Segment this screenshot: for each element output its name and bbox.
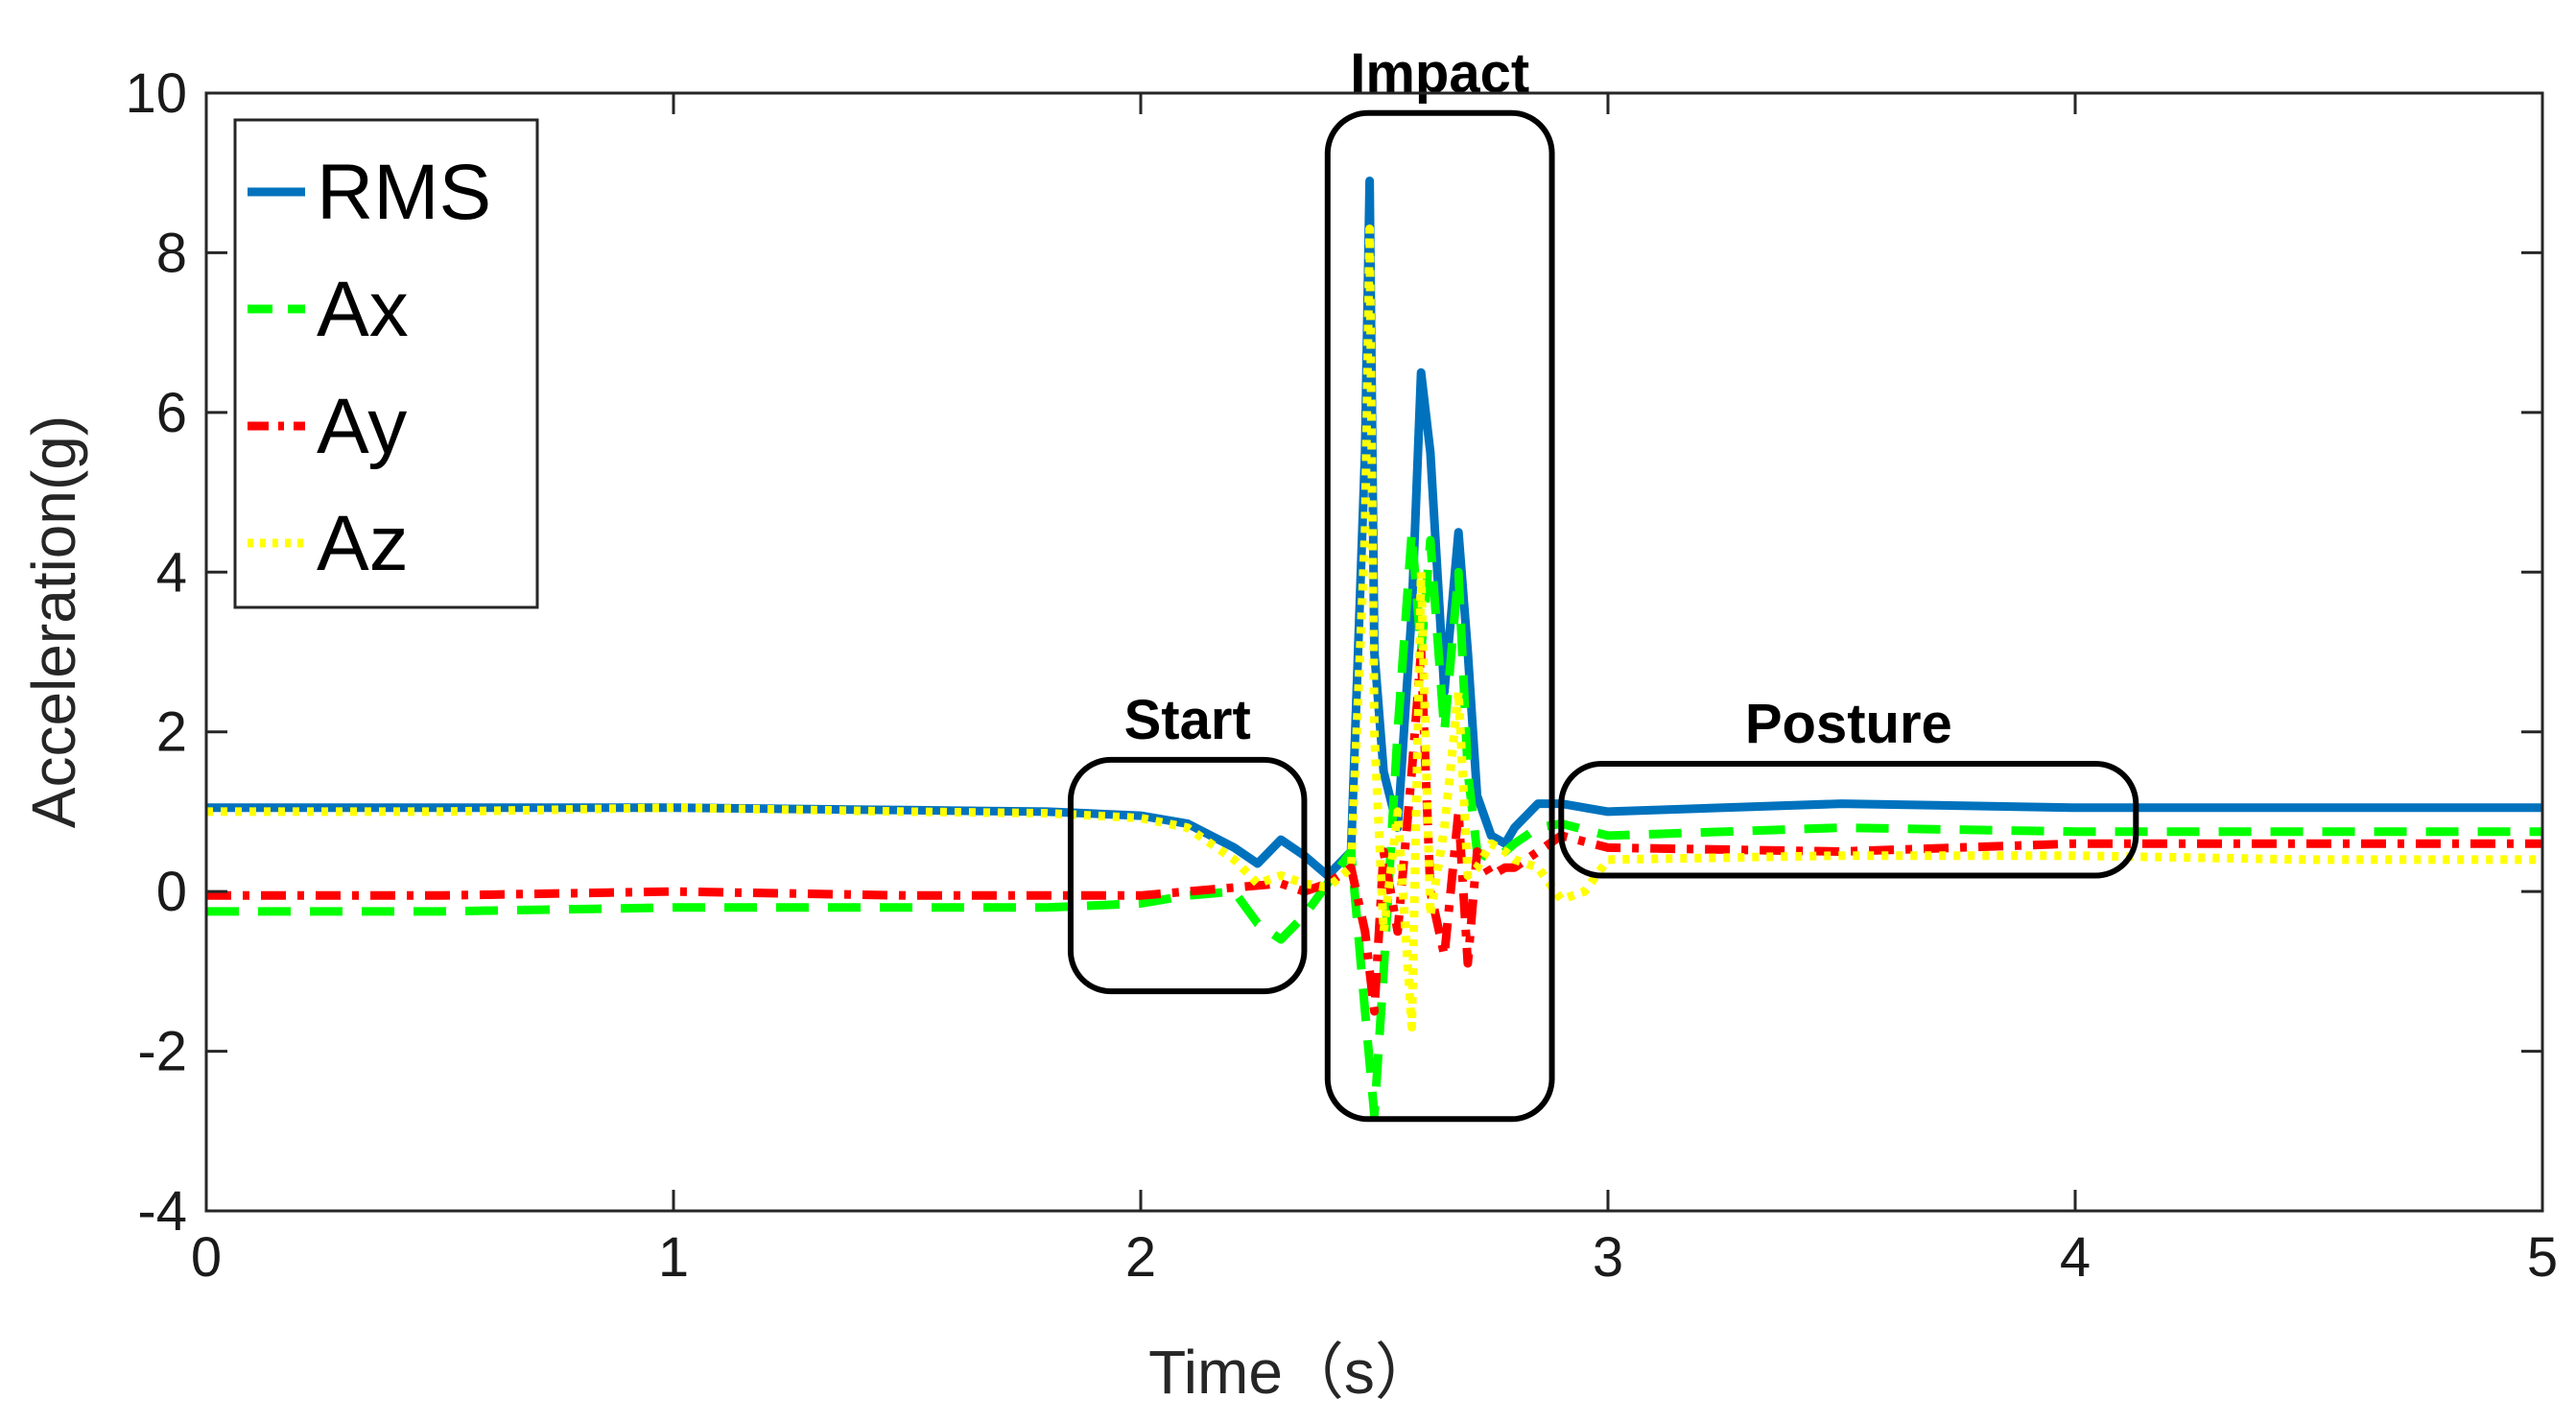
legend-entry-rms: RMS	[248, 149, 491, 236]
annotation-box-start	[1067, 756, 1308, 995]
x-tick-label: 1	[658, 1226, 689, 1289]
legend-label-ax: Ax	[317, 266, 409, 353]
y-tick-label: 2	[156, 701, 187, 764]
legend-label-ay: Ay	[317, 383, 407, 470]
y-tick-label: 0	[156, 861, 187, 923]
annotation-label-impact: Impact	[1350, 42, 1529, 105]
annotation-label-posture: Posture	[1745, 693, 1952, 755]
x-tick-label: 5	[2527, 1226, 2558, 1289]
y-tick-label: 4	[156, 541, 187, 604]
annotation-label-start: Start	[1124, 689, 1251, 751]
annotation-layer: Start Impact Posture	[1067, 42, 2139, 1123]
legend-label-rms: RMS	[317, 149, 491, 236]
legend-label-az: Az	[317, 500, 409, 587]
y-tick-label: 6	[156, 382, 187, 444]
legend-entry-ay: Ay	[248, 383, 407, 470]
x-axis-title: Time（s）	[1148, 1338, 1436, 1407]
x-tick-label: 3	[1593, 1226, 1623, 1289]
plot-frame	[204, 91, 2544, 1213]
annotation-box-impact	[1324, 109, 1555, 1123]
y-tick-label: -4	[137, 1180, 187, 1243]
legend-box	[233, 118, 539, 609]
legend-entry-az: Az	[248, 500, 409, 587]
x-tick-label: 2	[1125, 1226, 1156, 1289]
x-tick-label: 4	[2060, 1226, 2091, 1289]
annotation-box-posture	[1558, 761, 2139, 879]
legend: RMS Ax Ay Az	[233, 118, 539, 609]
y-tick-label: 10	[125, 62, 187, 125]
y-tick-label: 8	[156, 222, 187, 284]
y-axis-title: Acceleration(g)	[19, 415, 88, 828]
legend-entry-ax: Ax	[248, 266, 409, 353]
x-tick-label: 0	[191, 1226, 222, 1289]
y-tick-label: -2	[137, 1021, 187, 1083]
axes-layer: 0 1 2 3 4 5 -4 -2 0 2 4 6 8 10	[125, 62, 2558, 1289]
